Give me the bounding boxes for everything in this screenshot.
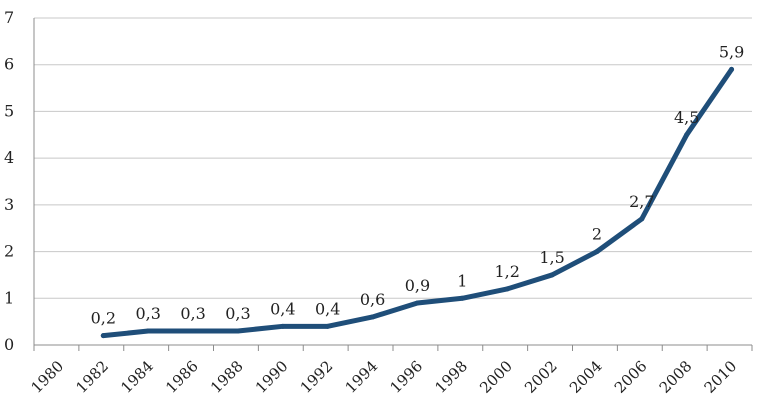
data-label-1982: 0,2 xyxy=(91,309,116,328)
x-tick-labels: 1980 1982 1984 1986 1988 1990 1992 1994 1996 1998… xyxy=(28,357,741,397)
data-point-1992 xyxy=(325,323,331,329)
y-tick-label-1: 1 xyxy=(4,288,14,307)
data-point-2002 xyxy=(549,272,555,278)
x-tick-label-1982: 1982 xyxy=(72,357,112,397)
x-tick-label-2006: 2006 xyxy=(611,357,651,397)
data-point-1990 xyxy=(280,323,286,329)
data-point-2000 xyxy=(504,286,510,292)
data-label-2006: 2,7 xyxy=(629,192,654,211)
data-point-2008 xyxy=(684,132,690,138)
data-point-2006 xyxy=(639,216,645,222)
x-tick-label-1998: 1998 xyxy=(431,357,471,397)
data-point-2004 xyxy=(594,249,600,255)
y-tick-label-2: 2 xyxy=(4,242,14,261)
data-label-2010: 5,9 xyxy=(719,42,744,61)
data-label-2004: 2 xyxy=(592,225,602,244)
y-tick-label-6: 6 xyxy=(4,55,14,74)
data-label-1998: 1 xyxy=(457,271,467,290)
data-point-1996 xyxy=(414,300,420,306)
data-label-1992: 0,4 xyxy=(315,299,340,318)
y-tick-label-3: 3 xyxy=(4,195,14,214)
x-tick-label-1992: 1992 xyxy=(297,357,337,397)
data-point-2010 xyxy=(729,66,735,72)
data-label-1996: 0,9 xyxy=(405,276,430,295)
data-point-1986 xyxy=(190,328,196,334)
x-tick-label-1980: 1980 xyxy=(28,357,68,397)
data-point-1994 xyxy=(370,314,376,320)
x-tick-label-2000: 2000 xyxy=(476,357,516,397)
x-tick-label-1988: 1988 xyxy=(207,357,247,397)
grid-lines xyxy=(34,17,752,299)
x-tick-label-2002: 2002 xyxy=(521,357,561,397)
data-label-1986: 0,3 xyxy=(180,304,205,323)
data-point-1984 xyxy=(145,328,151,334)
data-point-1988 xyxy=(235,328,241,334)
x-tick-label-1990: 1990 xyxy=(252,357,292,397)
x-tick-label-1984: 1984 xyxy=(117,357,157,397)
x-tick-label-1986: 1986 xyxy=(162,357,202,397)
x-tick-label-2008: 2008 xyxy=(656,357,696,397)
data-labels: 0,2 0,3 0,3 0,3 0,4 0,4 0,6 0,9 1 1,2 1,5 2 2,7 4,5 5,… xyxy=(91,42,745,327)
data-label-2002: 1,5 xyxy=(539,248,564,267)
data-label-1988: 0,3 xyxy=(225,304,250,323)
data-label-1984: 0,3 xyxy=(135,304,160,323)
axes xyxy=(33,18,753,351)
series xyxy=(100,66,735,339)
x-tick-label-1994: 1994 xyxy=(342,357,382,397)
y-tick-labels: 0 1 2 3 4 5 6 7 xyxy=(4,8,14,354)
y-tick-label-0: 0 xyxy=(4,335,14,354)
data-label-1990: 0,4 xyxy=(270,299,295,318)
data-point-1998 xyxy=(459,295,465,301)
x-tick-label-2004: 2004 xyxy=(566,357,606,397)
y-tick-label-5: 5 xyxy=(4,101,14,120)
data-label-1994: 0,6 xyxy=(360,290,385,309)
y-tick-label-7: 7 xyxy=(4,8,14,27)
y-tick-label-4: 4 xyxy=(4,148,14,167)
data-label-2000: 1,2 xyxy=(494,262,519,281)
data-label-2008: 4,5 xyxy=(674,108,699,127)
x-tick-label-2010: 2010 xyxy=(701,357,741,397)
x-tick-label-1996: 1996 xyxy=(387,357,427,397)
data-point-1982 xyxy=(100,333,106,339)
